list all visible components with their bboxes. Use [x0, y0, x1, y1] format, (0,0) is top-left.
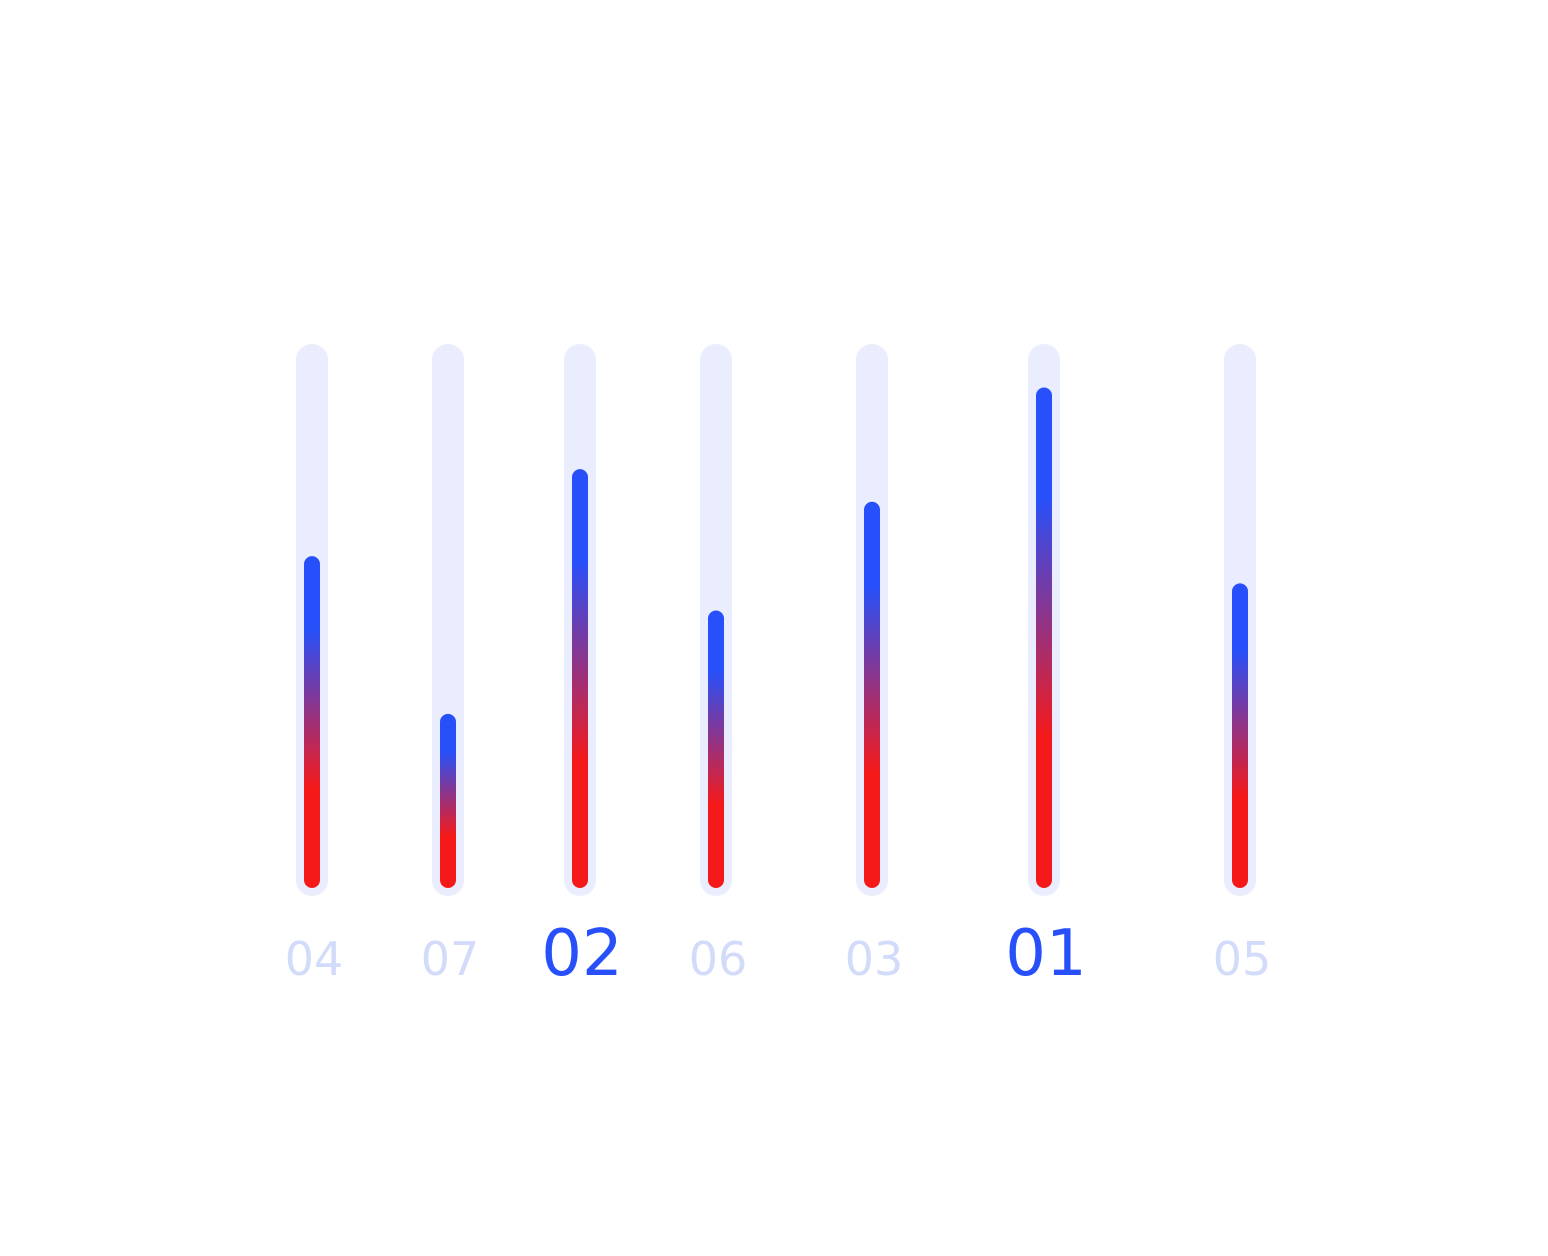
- bar-04: [304, 556, 320, 888]
- category-label-04: 04: [285, 932, 344, 986]
- bars: [304, 387, 1248, 888]
- category-label-07: 07: [421, 932, 480, 986]
- bar-07: [440, 713, 456, 888]
- bar-06: [708, 610, 724, 888]
- bar-03: [864, 501, 880, 888]
- bar-02: [572, 469, 588, 888]
- category-label-03: 03: [845, 932, 904, 986]
- category-label-02: 02: [541, 917, 622, 991]
- category-labels: 04 07 02 06 03 01 05: [285, 917, 1272, 991]
- category-label-06: 06: [689, 932, 748, 986]
- bar-01: [1036, 387, 1052, 888]
- category-label-05: 05: [1213, 932, 1272, 986]
- bar-05: [1232, 583, 1248, 888]
- category-label-01: 01: [1005, 917, 1086, 991]
